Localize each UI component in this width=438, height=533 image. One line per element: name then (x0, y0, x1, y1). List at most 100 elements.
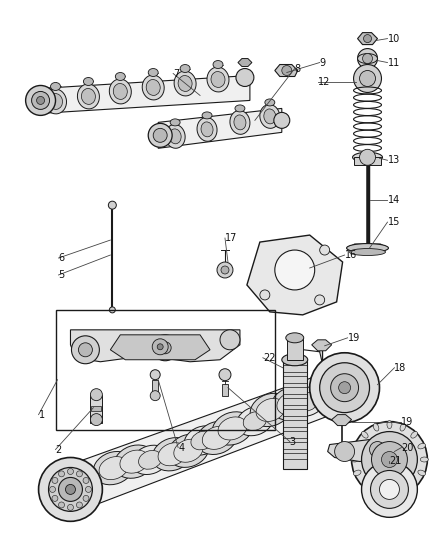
Circle shape (153, 128, 167, 142)
Ellipse shape (277, 392, 306, 415)
Circle shape (90, 414, 102, 425)
Ellipse shape (264, 109, 276, 124)
Circle shape (260, 290, 270, 300)
Circle shape (52, 478, 58, 483)
Circle shape (49, 487, 56, 492)
Ellipse shape (234, 115, 246, 130)
Circle shape (353, 64, 381, 92)
Ellipse shape (202, 426, 231, 449)
Ellipse shape (418, 443, 425, 449)
Ellipse shape (387, 421, 392, 429)
Text: 14: 14 (388, 195, 400, 205)
Ellipse shape (158, 443, 187, 466)
Circle shape (157, 344, 163, 350)
Circle shape (67, 504, 74, 511)
Bar (152, 379, 158, 394)
Ellipse shape (213, 61, 223, 69)
Circle shape (219, 369, 231, 381)
Ellipse shape (243, 411, 267, 431)
Polygon shape (328, 440, 395, 462)
Ellipse shape (286, 333, 304, 343)
Bar (56, 310, 275, 430)
Ellipse shape (196, 421, 237, 455)
Circle shape (59, 502, 64, 508)
Ellipse shape (289, 387, 325, 416)
Text: 17: 17 (225, 233, 237, 243)
Text: 13: 13 (388, 155, 400, 165)
Text: 8: 8 (295, 63, 301, 74)
Ellipse shape (197, 117, 217, 141)
Text: 6: 6 (59, 253, 65, 263)
Circle shape (150, 370, 160, 379)
Circle shape (39, 457, 102, 521)
Polygon shape (357, 33, 378, 45)
Ellipse shape (387, 490, 392, 498)
Circle shape (71, 336, 99, 364)
Polygon shape (238, 59, 252, 67)
Text: 22: 22 (263, 353, 276, 363)
Circle shape (320, 245, 330, 255)
Text: 21: 21 (389, 456, 402, 466)
Text: 10: 10 (388, 34, 400, 44)
Text: 5: 5 (59, 270, 65, 280)
Circle shape (381, 451, 397, 467)
Circle shape (371, 471, 408, 508)
Circle shape (108, 201, 117, 209)
Ellipse shape (152, 438, 193, 471)
Ellipse shape (207, 67, 229, 92)
Ellipse shape (250, 393, 291, 426)
Bar (287, 338, 303, 360)
Circle shape (49, 467, 92, 511)
Polygon shape (332, 415, 352, 425)
Bar (283, 431, 307, 438)
Circle shape (78, 343, 92, 357)
Circle shape (361, 462, 417, 518)
Circle shape (66, 484, 75, 495)
Ellipse shape (350, 457, 359, 462)
Ellipse shape (411, 481, 417, 488)
Ellipse shape (235, 105, 245, 112)
Ellipse shape (361, 481, 368, 488)
Ellipse shape (174, 439, 203, 462)
Ellipse shape (346, 244, 389, 253)
Circle shape (274, 112, 290, 128)
Circle shape (275, 250, 314, 290)
Ellipse shape (353, 443, 361, 449)
Circle shape (360, 70, 375, 86)
Ellipse shape (211, 71, 225, 87)
Text: 9: 9 (320, 58, 326, 68)
Circle shape (159, 342, 171, 354)
Ellipse shape (50, 83, 60, 91)
Text: 7: 7 (173, 69, 180, 78)
Ellipse shape (148, 69, 158, 77)
Circle shape (236, 69, 254, 86)
Text: 20: 20 (401, 442, 414, 453)
Circle shape (352, 422, 427, 497)
Ellipse shape (418, 470, 425, 475)
Bar (90, 394, 102, 423)
Circle shape (339, 382, 350, 394)
Circle shape (220, 330, 240, 350)
Ellipse shape (420, 457, 428, 462)
Polygon shape (110, 335, 210, 360)
Ellipse shape (260, 104, 280, 128)
Bar (222, 384, 228, 395)
Polygon shape (247, 235, 343, 315)
Circle shape (150, 391, 160, 401)
Circle shape (282, 66, 292, 76)
Circle shape (85, 487, 92, 492)
Circle shape (32, 92, 49, 109)
Circle shape (59, 478, 82, 502)
Ellipse shape (170, 119, 180, 126)
Ellipse shape (93, 451, 134, 484)
Bar (283, 409, 307, 416)
Circle shape (52, 495, 58, 502)
Ellipse shape (201, 122, 213, 137)
Ellipse shape (178, 76, 192, 92)
Text: 19: 19 (401, 417, 413, 426)
Text: 4: 4 (178, 442, 184, 453)
Circle shape (77, 502, 82, 508)
Ellipse shape (361, 432, 368, 438)
Ellipse shape (115, 72, 125, 80)
Ellipse shape (146, 79, 160, 95)
